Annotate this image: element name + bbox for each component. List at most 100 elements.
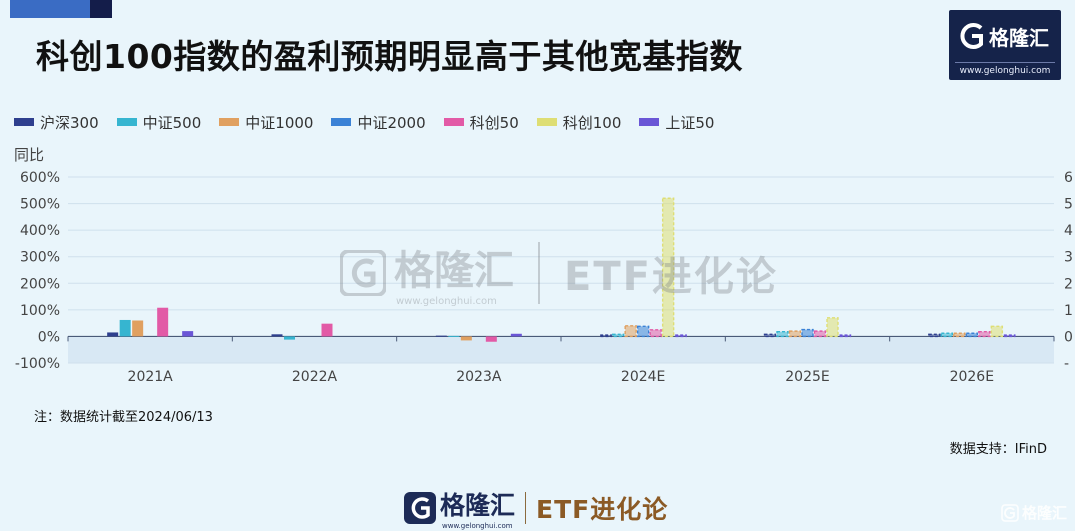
brand-logo-icon [960, 23, 983, 49]
watermark-url: www.gelonghui.com [396, 296, 497, 307]
bar [510, 333, 522, 337]
bar [599, 334, 612, 338]
legend-label: 上证50 [665, 113, 715, 132]
legend-label: 中证1000 [245, 113, 314, 132]
bar [107, 332, 119, 337]
watermark-divider [538, 241, 540, 304]
page-title: 科创100指数的盈利预期明显高于其他宽基指数 [36, 37, 743, 76]
chart-legend: 沪深300 中证500 中证1000 中证2000 科创50 科创100 上证50 [14, 112, 732, 133]
bar [788, 330, 802, 338]
legend-label: 中证2000 [357, 113, 426, 132]
bar [953, 332, 966, 338]
corner-decoration [10, 0, 112, 18]
y-tick-label: 0% [38, 329, 60, 345]
y2-tick-label: 2 [1064, 276, 1073, 292]
legend-item[interactable]: 科创100 [536, 112, 622, 133]
legend-item[interactable]: 中证2000 [331, 112, 426, 133]
bar [801, 328, 814, 338]
bar [826, 317, 839, 338]
y2-tick-label: 6 [1064, 170, 1073, 186]
y2-tick-label: 4 [1064, 223, 1073, 239]
bar [965, 332, 979, 338]
bar [157, 307, 169, 337]
y-tick-label: 400% [20, 223, 60, 239]
legend-item[interactable]: 上证50 [639, 112, 714, 133]
legend-item[interactable]: 中证1000 [219, 112, 313, 133]
bar [448, 335, 460, 337]
y2-tick-label: 0 [1064, 329, 1073, 345]
center-watermark: 格隆汇 www.gelonghui.com ETF进化论 [340, 238, 778, 307]
x-tick-label: 2025E [785, 369, 829, 385]
x-tick-label: 2024E [621, 369, 665, 385]
bar [321, 323, 333, 337]
legend-label: 中证500 [142, 113, 202, 132]
bar [763, 333, 777, 338]
footer-brand-name: 格隆汇 [440, 491, 516, 520]
bar [978, 330, 991, 338]
footer-brand-url: www.gelonghui.com [442, 522, 513, 530]
x-tick-label: 2026E [950, 369, 994, 385]
bar [1003, 334, 1016, 338]
bar [435, 335, 447, 337]
footer-divider [525, 492, 527, 524]
y-tick-label: 500% [20, 197, 60, 213]
bar [624, 325, 637, 338]
y-tick-label: -100% [15, 356, 60, 372]
watermark-product: ETF进化论 [564, 253, 778, 300]
y2-tick-label: 3 [1064, 250, 1073, 266]
legend-swatch [14, 118, 34, 126]
bar-chart: 600% 6 500% 5 400% 4 300% 3 200% 2 100% 1 0% 0 -100% - 2… [15, 170, 1073, 385]
legend-swatch [443, 118, 464, 126]
y2-tick-label: 1 [1064, 303, 1073, 319]
bar [611, 333, 625, 338]
legend-swatch [116, 118, 137, 126]
legend-item[interactable]: 沪深300 [14, 112, 99, 133]
bar [928, 333, 941, 338]
legend-label: 科创100 [562, 113, 622, 132]
corner-watermark: 格隆汇 [1001, 502, 1067, 523]
bar [485, 336, 497, 342]
bar [132, 320, 144, 337]
corner-watermark-brand: 格隆汇 [1021, 504, 1067, 522]
x-tick-label: 2022A [292, 369, 338, 385]
bar [776, 330, 789, 338]
bar [661, 197, 675, 338]
y2-tick-label: 5 [1064, 197, 1073, 213]
x-tick-label: 2021A [128, 369, 174, 385]
legend-label: 沪深300 [40, 113, 99, 132]
bar [649, 329, 662, 338]
y-tick-label: 600% [20, 170, 60, 186]
legend-label: 科创50 [469, 113, 519, 132]
bar [271, 334, 283, 337]
bar [813, 330, 827, 338]
bar [990, 325, 1004, 338]
legend-item[interactable]: 科创50 [443, 112, 519, 133]
bar [284, 336, 295, 340]
bar [674, 334, 687, 338]
brand-url: www.gelonghui.com [955, 62, 1055, 76]
bar [940, 332, 954, 338]
brand-logo-icon [1001, 503, 1019, 522]
x-tick-label: 2023A [456, 369, 502, 385]
y-tick-label: 300% [20, 250, 60, 266]
watermark-brand: 格隆汇 [394, 248, 514, 294]
brand-logo: 格隆汇 www.gelonghui.com [949, 10, 1061, 80]
footer-product: ETF进化论 [536, 495, 669, 524]
bar [838, 334, 852, 338]
y-tick-label: 200% [20, 276, 60, 292]
bar [460, 336, 472, 341]
brand-logo-icon [340, 249, 386, 296]
legend-item[interactable]: 中证500 [116, 112, 202, 133]
y2-tick-label: - [1064, 356, 1069, 372]
legend-swatch [639, 118, 660, 126]
y-axis-label: 同比 [14, 146, 45, 164]
bar [636, 325, 650, 338]
footnote: 注：数据统计截至2024/06/13 [34, 410, 213, 425]
footer-brand: 格隆汇 www.gelonghui.com ETF进化论 [404, 486, 668, 530]
brand-name: 格隆汇 [989, 26, 1049, 50]
data-source: 数据支持：IFinD [949, 442, 1047, 457]
legend-swatch [331, 118, 352, 126]
bar [182, 331, 194, 337]
brand-logo-icon [404, 492, 436, 524]
y-tick-label: 100% [20, 303, 60, 319]
